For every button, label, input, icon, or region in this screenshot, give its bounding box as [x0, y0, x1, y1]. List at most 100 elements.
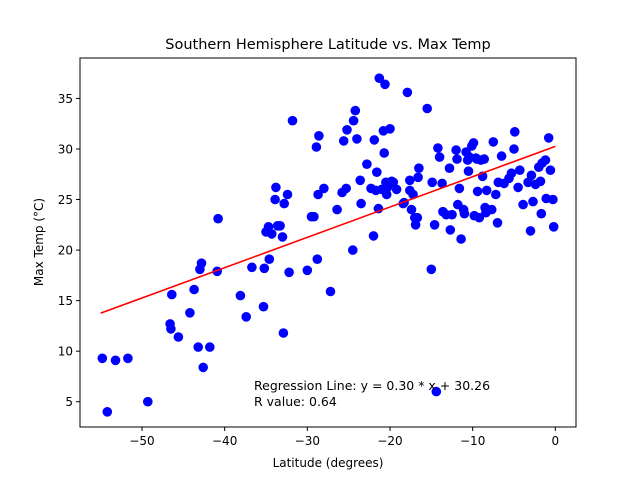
data-point [196, 258, 207, 269]
data-point [413, 172, 423, 183]
plot-area: Regression Line: y = 0.30 * x + 30.26 R … [97, 73, 559, 417]
r-value-label: R value: 0.64 [254, 394, 337, 409]
data-point [309, 211, 319, 222]
x-tick-label: 0 [552, 434, 560, 448]
data-point [385, 124, 395, 134]
data-point [444, 163, 455, 173]
data-point [548, 194, 558, 205]
data-point [472, 186, 483, 197]
regression-equation-label: Regression Line: y = 0.30 * x + 30.26 [254, 378, 490, 393]
chart-title: Southern Hemisphere Latitude vs. Max Tem… [165, 37, 490, 53]
data-point [496, 151, 507, 161]
data-point [540, 155, 551, 165]
data-point [445, 225, 456, 235]
data-point [543, 133, 554, 143]
data-point [433, 143, 443, 153]
data-point [205, 342, 215, 352]
x-tick-label: −50 [129, 434, 154, 448]
data-point [193, 342, 203, 352]
data-point [167, 289, 177, 300]
data-point [312, 254, 323, 264]
data-point [412, 212, 423, 223]
data-point [491, 189, 501, 200]
y-tick-label: 15 [58, 294, 73, 308]
data-point [434, 152, 445, 162]
data-point [284, 267, 294, 278]
data-point [454, 183, 465, 194]
data-point [535, 176, 546, 187]
data-point [414, 163, 424, 173]
data-point [479, 154, 490, 164]
data-point [247, 262, 257, 273]
data-point [406, 204, 417, 215]
data-point [515, 165, 525, 175]
data-point [463, 166, 474, 176]
y-axis-ticks: 5 10 15 20 25 30 35 [58, 92, 80, 409]
data-point [123, 353, 133, 364]
data-point [319, 183, 329, 194]
data-point [173, 332, 184, 342]
data-points [97, 73, 559, 417]
data-point [486, 204, 497, 215]
data-point [314, 131, 324, 141]
data-point [287, 115, 298, 126]
data-point [372, 167, 382, 177]
data-point [355, 175, 366, 186]
data-point [102, 407, 113, 417]
data-point [267, 229, 277, 239]
data-point [282, 189, 293, 200]
data-point [352, 134, 362, 144]
data-point [332, 204, 342, 215]
data-point [302, 265, 313, 276]
data-point [258, 301, 269, 312]
data-point [185, 308, 195, 318]
data-point [402, 87, 413, 98]
data-point [275, 221, 285, 231]
data-point [452, 154, 462, 164]
data-point [235, 290, 246, 301]
data-point [456, 234, 466, 244]
data-point [166, 324, 176, 334]
data-point [189, 284, 199, 295]
data-point [313, 189, 323, 200]
data-point [110, 355, 121, 366]
data-point [488, 137, 499, 147]
x-tick-label: −10 [460, 434, 485, 448]
data-point [368, 231, 379, 241]
data-point [143, 396, 153, 407]
data-point [356, 198, 366, 209]
x-axis-label: Latitude (degrees) [273, 456, 384, 470]
data-point [437, 178, 447, 189]
y-axis-label: Max Temp (°C) [32, 198, 46, 286]
data-point [528, 196, 538, 207]
data-point [279, 198, 290, 209]
y-tick-label: 10 [58, 345, 73, 359]
x-axis-ticks: −50 −40 −30 −20 −10 0 [129, 427, 559, 448]
data-point [341, 183, 352, 194]
data-point [381, 189, 392, 200]
data-point [271, 182, 281, 193]
data-point [526, 170, 537, 181]
data-point [481, 185, 492, 196]
data-point [338, 136, 349, 146]
regression-layer [100, 145, 556, 314]
x-tick-label: −20 [377, 434, 402, 448]
data-point [278, 328, 289, 338]
data-point [509, 144, 519, 154]
data-point [513, 182, 523, 193]
data-point [369, 135, 380, 145]
data-point [451, 145, 461, 155]
data-point [342, 125, 352, 135]
data-point [379, 148, 390, 158]
data-point [474, 212, 485, 223]
data-point [525, 226, 536, 236]
data-point [506, 168, 517, 178]
data-point [311, 142, 322, 152]
data-point [422, 103, 433, 114]
x-tick-label: −30 [295, 434, 320, 448]
y-tick-label: 35 [58, 92, 73, 106]
data-point [536, 208, 547, 219]
x-tick-label: −40 [212, 434, 237, 448]
